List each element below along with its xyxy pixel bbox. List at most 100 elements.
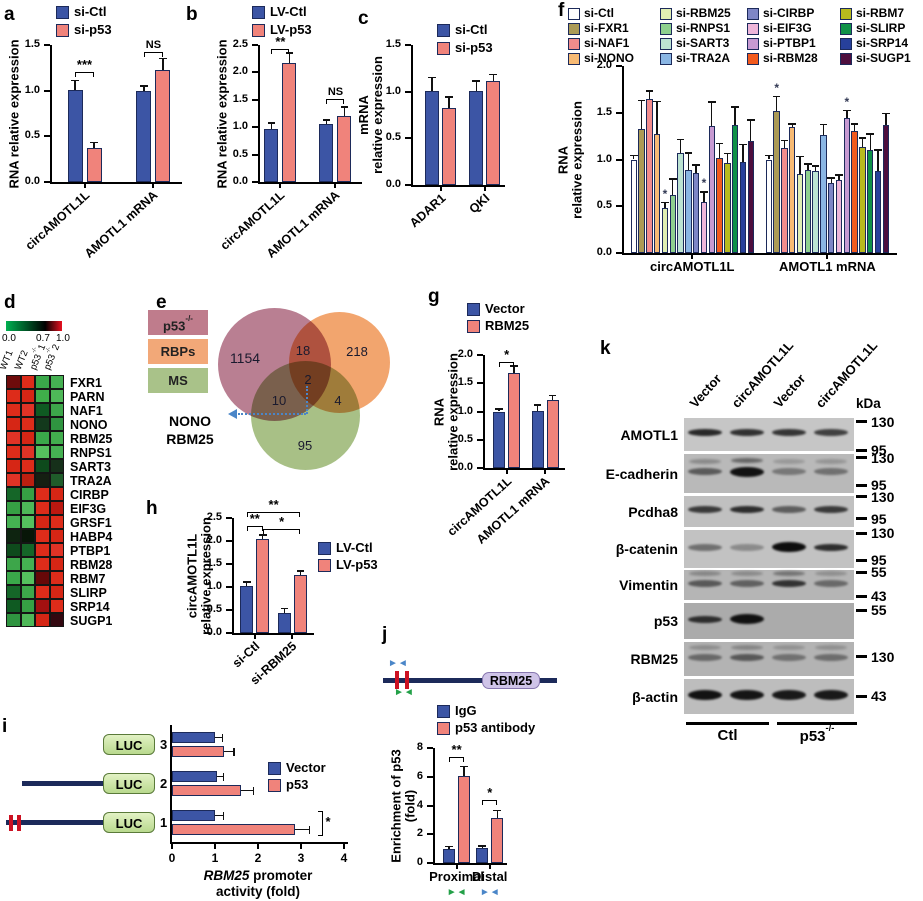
x-tick xyxy=(439,187,442,191)
heatmap-cell xyxy=(20,431,36,445)
legend-label: si-SUGP1 xyxy=(856,51,911,65)
heatmap-cell xyxy=(35,487,50,501)
error-bar xyxy=(74,80,76,90)
x-tick-label: 1 xyxy=(211,851,219,865)
heatmap-cell xyxy=(6,431,21,445)
sig-label: * xyxy=(325,813,331,829)
y-tick xyxy=(427,862,433,864)
heatmap-cell xyxy=(20,613,36,627)
error-cap xyxy=(428,76,436,79)
bar xyxy=(882,124,890,253)
sig-label: ** xyxy=(275,34,286,50)
legend-swatch xyxy=(252,24,265,37)
y-axis xyxy=(170,725,172,844)
legend-label: si-FXR1 xyxy=(584,21,629,35)
y-tick xyxy=(616,252,622,254)
heatmap-row-label: RBM7 xyxy=(70,572,106,586)
heatmap-cell xyxy=(35,501,50,515)
bar xyxy=(661,208,669,253)
legend-swatch xyxy=(840,23,852,35)
x-tick xyxy=(483,187,486,191)
heatmap-cell xyxy=(6,557,21,571)
error-cap xyxy=(700,191,708,193)
error-cap xyxy=(653,100,661,103)
y-axis xyxy=(433,748,435,865)
legend-label: si-RBM28 xyxy=(763,51,818,65)
heatmap-row-label: GRSF1 xyxy=(70,516,112,530)
error-bar xyxy=(498,409,500,412)
x-tick xyxy=(300,844,302,849)
error-bar xyxy=(672,179,674,196)
legend-label: si-NONO xyxy=(584,51,635,65)
heatmap-row-label: SART3 xyxy=(70,460,111,474)
marker-kda-label: 95 xyxy=(871,552,887,569)
bar xyxy=(653,134,661,253)
blot-band-secondary xyxy=(773,644,805,650)
error-bar xyxy=(215,814,224,817)
bar xyxy=(700,201,708,253)
error-cap xyxy=(222,811,225,820)
y-tick-label: 2.0 xyxy=(457,348,473,360)
error-bar xyxy=(742,144,744,163)
sig-bracket xyxy=(482,800,498,806)
venn-circle-2 xyxy=(251,361,360,470)
error-bar xyxy=(861,137,864,148)
legend-label: si-Ctl xyxy=(455,22,488,37)
blot-band-secondary xyxy=(731,644,763,650)
x-tick xyxy=(253,635,256,639)
error-cap xyxy=(233,747,235,756)
error-cap xyxy=(811,165,820,167)
lane-group-label: p53-/- xyxy=(799,722,835,745)
bar xyxy=(172,785,241,796)
heatmap-cell xyxy=(6,585,21,599)
construct-number: 1 xyxy=(160,814,168,830)
x-tick-label: 4 xyxy=(340,851,348,865)
blot-band xyxy=(688,580,722,587)
venn-count-ms_only: 95 xyxy=(297,438,313,453)
legend-label: si-Ctl xyxy=(74,4,107,19)
sig-label: * xyxy=(487,785,493,801)
y-axis xyxy=(258,45,260,184)
blot-band xyxy=(814,580,848,587)
y-tick-label: 1.0 xyxy=(596,152,612,165)
heatmap-cell xyxy=(6,473,21,487)
blot-band xyxy=(730,653,764,661)
heatmap-cell xyxy=(49,613,65,627)
bar xyxy=(469,90,484,185)
blot-row-label: AMOTL1 xyxy=(620,426,678,443)
venn-callout-label: NONO RBM25 xyxy=(166,413,214,447)
bar xyxy=(812,170,819,253)
p53-site-mark xyxy=(17,814,21,831)
error-cap xyxy=(267,122,276,124)
error-cap xyxy=(221,733,224,742)
lane-group-label: Ctl xyxy=(717,727,738,744)
error-cap xyxy=(322,119,331,121)
x-tick-label: 3 xyxy=(297,851,305,865)
heatmap-cell xyxy=(35,529,50,543)
error-cap xyxy=(478,845,486,847)
y-tick xyxy=(226,540,232,542)
error-cap xyxy=(843,109,851,112)
y-tick xyxy=(477,467,483,469)
y-tick xyxy=(477,354,483,356)
sig-bracket xyxy=(326,98,345,104)
legend-swatch xyxy=(56,6,69,19)
category-label: Proximal xyxy=(429,869,485,884)
heatmap-cell xyxy=(35,473,50,487)
y-tick-label: 6 xyxy=(416,769,423,782)
marker-dash xyxy=(856,517,867,521)
y-tick-label: 0.5 xyxy=(596,199,612,212)
heatmap-cell xyxy=(6,515,21,529)
heatmap-cell xyxy=(6,571,21,585)
bar xyxy=(677,152,684,253)
marker-kda-label: 55 xyxy=(871,564,887,581)
x-tick xyxy=(171,844,173,849)
heatmap-cell xyxy=(20,571,36,585)
bar xyxy=(491,817,504,863)
y-tick xyxy=(427,833,433,836)
y-tick-label: 0.0 xyxy=(385,178,401,190)
error-bar xyxy=(551,395,554,400)
blot-band xyxy=(688,429,722,437)
heatmap-cell xyxy=(35,459,50,473)
